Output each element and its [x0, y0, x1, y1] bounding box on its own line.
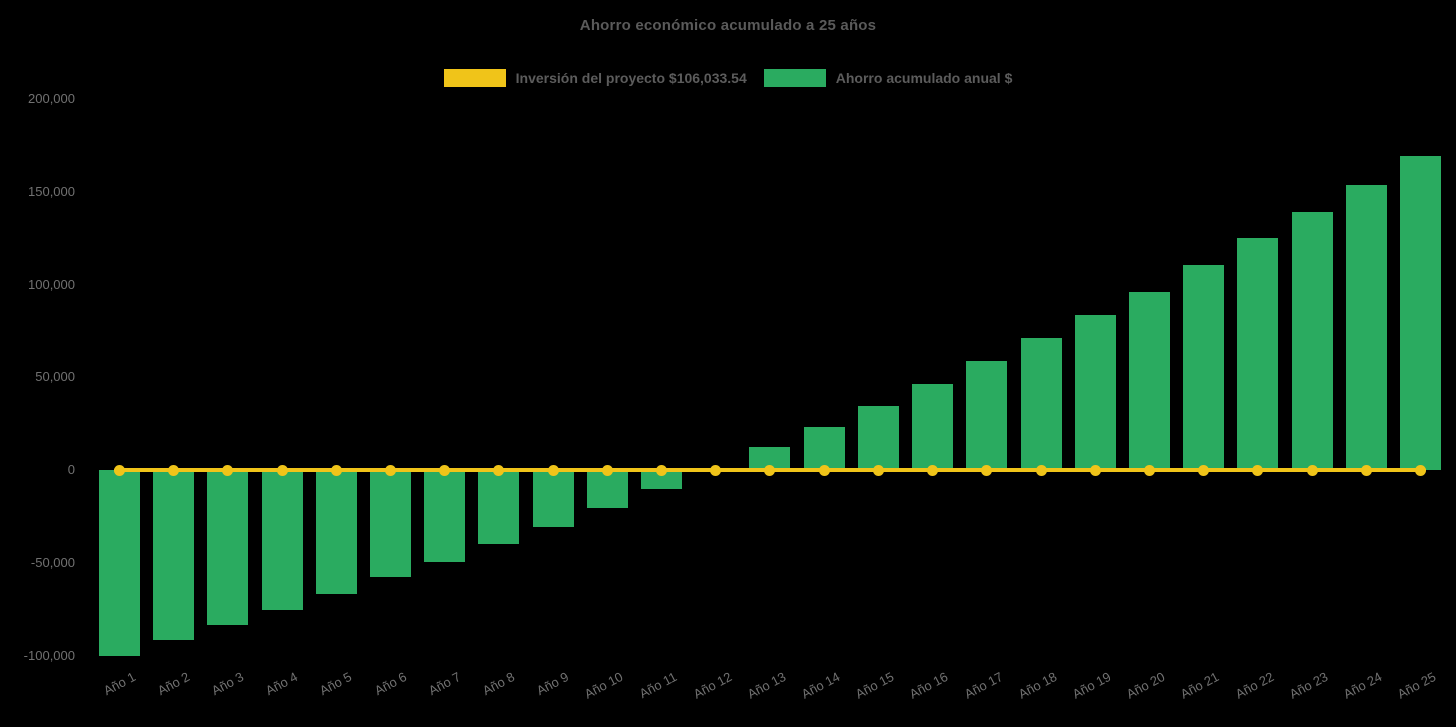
investment-point-año-8[interactable] — [493, 464, 505, 476]
investment-point-año-13[interactable] — [764, 464, 776, 476]
legend-label-savings[interactable]: Ahorro acumulado anual $ — [835, 70, 1013, 86]
investment-point-año-9[interactable] — [547, 464, 559, 476]
x-label-año-17: Año 17 — [961, 669, 1005, 702]
investment-point-año-6[interactable] — [385, 464, 397, 476]
x-label-año-25: Año 25 — [1395, 669, 1439, 702]
bar-año-21[interactable] — [1183, 265, 1225, 470]
x-label-año-19: Año 19 — [1069, 669, 1114, 702]
bar-año-24[interactable] — [1345, 185, 1387, 470]
x-label-año-24: Año 24 — [1340, 669, 1385, 702]
bar-año-4[interactable] — [261, 470, 303, 611]
chart-title: Ahorro económico acumulado a 25 años — [579, 17, 877, 34]
investment-point-año-19[interactable] — [1089, 464, 1101, 476]
x-label-año-22: Año 22 — [1232, 669, 1276, 702]
investment-point-año-3[interactable] — [222, 464, 234, 476]
bar-año-6[interactable] — [370, 470, 412, 578]
x-label-año-21: Año 21 — [1178, 669, 1222, 702]
bar-año-1[interactable] — [99, 470, 140, 656]
bar-año-17[interactable] — [966, 360, 1008, 470]
investment-point-año-4[interactable] — [276, 464, 288, 476]
investment-point-año-7[interactable] — [439, 464, 451, 476]
x-label-año-23: Año 23 — [1286, 669, 1331, 702]
y-tick-150000: 150,000 — [28, 183, 75, 199]
bar-año-8[interactable] — [478, 470, 520, 545]
y-tick-100000: 100,000 — [28, 276, 75, 292]
investment-point-año-1[interactable] — [114, 464, 125, 476]
investment-point-año-11[interactable] — [656, 464, 668, 476]
x-label-año-7: Año 7 — [425, 669, 463, 699]
x-label-año-4: Año 4 — [263, 669, 301, 699]
bar-año-16[interactable] — [912, 383, 954, 470]
investment-point-año-10[interactable] — [601, 464, 613, 476]
bar-año-18[interactable] — [1020, 337, 1062, 470]
bar-año-2[interactable] — [153, 470, 195, 641]
x-label-año-10: Año 10 — [581, 669, 626, 702]
investment-point-año-12[interactable] — [710, 464, 722, 476]
x-label-año-20: Año 20 — [1124, 669, 1168, 702]
bar-año-15[interactable] — [857, 405, 899, 470]
bar-año-22[interactable] — [1237, 238, 1279, 470]
x-label-año-1: Año 1 — [100, 669, 138, 699]
x-label-año-8: Año 8 — [479, 669, 518, 699]
investment-point-año-22[interactable] — [1252, 464, 1264, 476]
bar-año-14[interactable] — [803, 426, 845, 470]
x-label-año-18: Año 18 — [1015, 669, 1060, 702]
y-tick-0: 0 — [67, 462, 75, 477]
legend: Inversión del proyecto $106,033.54 Ahorr… — [0, 69, 1456, 87]
investment-point-año-20[interactable] — [1143, 464, 1155, 476]
x-label-año-5: Año 5 — [317, 669, 355, 699]
investment-point-año-15[interactable] — [872, 464, 884, 476]
bar-año-23[interactable] — [1291, 212, 1333, 470]
investment-point-año-17[interactable] — [981, 464, 993, 476]
investment-point-año-14[interactable] — [818, 464, 830, 476]
legend-swatch-savings — [763, 69, 826, 87]
x-label-año-6: Año 6 — [371, 669, 409, 699]
x-label-año-3: Año 3 — [208, 669, 246, 699]
investment-point-año-2[interactable] — [168, 464, 180, 476]
x-label-año-2: Año 2 — [154, 669, 192, 699]
bar-año-13[interactable] — [749, 446, 791, 470]
legend-swatch-investment — [443, 69, 506, 87]
bar-año-19[interactable] — [1074, 314, 1116, 470]
bar-año-10[interactable] — [586, 470, 628, 509]
x-label-año-14: Año 14 — [798, 669, 843, 702]
bar-año-7[interactable] — [424, 470, 466, 562]
x-label-año-16: Año 16 — [907, 669, 951, 702]
x-label-año-12: Año 12 — [690, 669, 734, 702]
investment-point-año-18[interactable] — [1035, 464, 1047, 476]
x-label-año-9: Año 9 — [534, 669, 572, 699]
bar-año-5[interactable] — [315, 470, 357, 594]
bar-año-3[interactable] — [207, 470, 249, 625]
investment-point-año-25[interactable] — [1414, 464, 1426, 476]
investment-point-año-23[interactable] — [1306, 464, 1318, 476]
investment-point-año-24[interactable] — [1360, 464, 1372, 476]
x-label-año-11: Año 11 — [637, 669, 680, 702]
y-tick--50000: -50,000 — [30, 554, 75, 570]
bar-año-11[interactable] — [641, 470, 683, 490]
x-label-año-15: Año 15 — [853, 669, 897, 702]
y-tick-50000: 50,000 — [35, 369, 75, 385]
investment-point-año-5[interactable] — [330, 464, 342, 476]
y-tick--100000: -100,000 — [23, 647, 75, 663]
bar-año-25[interactable] — [1399, 156, 1441, 470]
bar-año-20[interactable] — [1128, 291, 1170, 470]
investment-point-año-21[interactable] — [1198, 464, 1210, 476]
legend-label-investment[interactable]: Inversión del proyecto $106,033.54 — [515, 70, 747, 86]
x-label-año-13: Año 13 — [744, 669, 789, 702]
investment-point-año-16[interactable] — [927, 464, 939, 476]
y-tick-200000: 200,000 — [28, 91, 75, 106]
bar-año-9[interactable] — [532, 470, 574, 528]
